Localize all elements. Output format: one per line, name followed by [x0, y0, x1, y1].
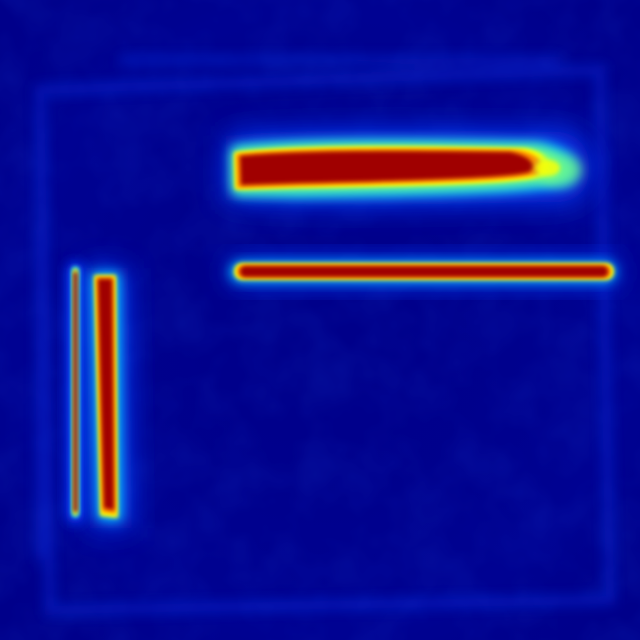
thick-horizontal-band [226, 130, 590, 205]
ghost-traces [34, 56, 616, 616]
right-vertical-band [86, 268, 132, 528]
left-thin-vertical-band [66, 262, 84, 524]
thin-horizontal-band [228, 258, 618, 286]
